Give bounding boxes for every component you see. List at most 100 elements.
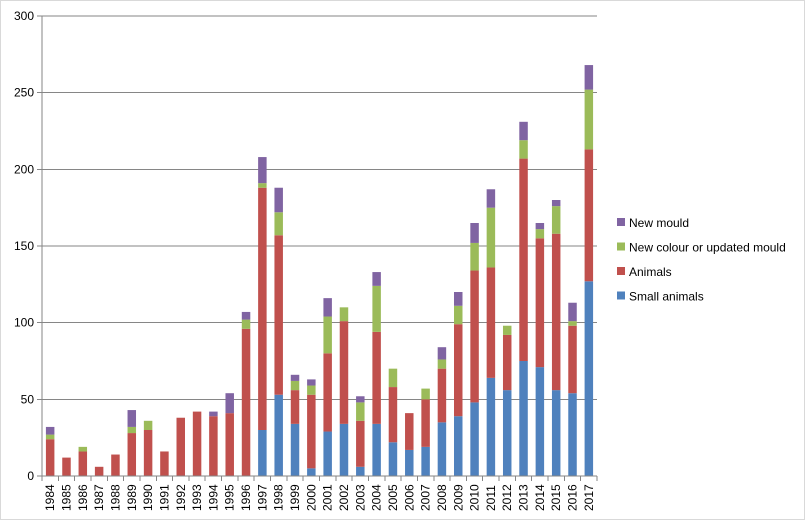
bar-segment-small-animals-2005 [388, 442, 398, 476]
x-tick-label: 1992 [174, 484, 188, 511]
bar-segment-new-mould-1999 [290, 374, 300, 381]
bar-segment-small-animals-2003 [356, 466, 365, 476]
bar-segment-new-mould-2015 [551, 200, 561, 207]
bar-segment-small-animals-2014 [535, 367, 545, 476]
bars [45, 65, 594, 476]
bar-segment-small-animals-2010 [470, 402, 479, 476]
x-tick-label: 1994 [206, 484, 220, 511]
x-tick-label: 1991 [157, 484, 171, 511]
bar-segment-new-colour-or-updated-mould-2007 [421, 388, 430, 400]
bar-segment-animals-2010 [470, 270, 479, 403]
bar-segment-animals-2009 [454, 324, 463, 417]
bar-segment-animals-2017 [584, 149, 594, 282]
bar-segment-new-colour-or-updated-mould-1986 [78, 446, 88, 452]
bar-segment-animals-2013 [519, 158, 528, 361]
bar-segment-animals-2016 [568, 325, 577, 394]
bar-segment-new-colour-or-updated-mould-1997 [258, 183, 267, 188]
bar-segment-small-animals-2002 [339, 423, 349, 476]
bar-segment-animals-2004 [372, 331, 381, 424]
bar-segment-animals-1995 [225, 413, 234, 476]
x-tick-label: 1990 [141, 484, 155, 511]
legend-swatch [617, 267, 625, 275]
x-tick-label: 1989 [125, 484, 139, 511]
bar-segment-new-mould-1989 [127, 410, 137, 427]
legend-swatch [617, 291, 625, 300]
bar-segment-new-mould-2013 [519, 121, 528, 141]
x-tick-label: 1987 [92, 484, 106, 511]
x-tick-label: 2007 [419, 484, 433, 511]
x-tick-label: 2010 [468, 484, 482, 511]
bar-segment-new-colour-or-updated-mould-1999 [290, 380, 300, 391]
bar-segment-animals-1987 [94, 466, 104, 476]
bar-segment-new-mould-2017 [584, 65, 594, 90]
bar-segment-animals-1999 [290, 390, 300, 424]
x-tick-label: 1997 [255, 484, 269, 511]
bar-segment-new-colour-or-updated-mould-2014 [535, 229, 545, 239]
bar-segment-animals-2007 [421, 399, 430, 447]
bar-segment-small-animals-2004 [372, 423, 381, 476]
legend: New mould New colour or updated mould Anim… [617, 216, 786, 304]
x-tick-label: 2015 [549, 484, 563, 511]
bar-segment-new-colour-or-updated-mould-2003 [356, 402, 365, 421]
bar-segment-new-colour-or-updated-mould-2004 [372, 285, 381, 332]
legend-label: New colour or updated mould [629, 241, 786, 255]
gridlines [42, 15, 597, 400]
bar-segment-small-animals-1998 [274, 394, 283, 476]
bar-segment-new-mould-2000 [307, 379, 316, 386]
bar-segment-new-mould-1994 [209, 411, 218, 417]
bar-segment-animals-1994 [209, 416, 218, 476]
bar-segment-animals-1991 [160, 451, 169, 476]
bar-segment-animals-1988 [111, 454, 120, 476]
x-tick-label: 2008 [435, 484, 449, 511]
bar-segment-new-colour-or-updated-mould-2005 [388, 368, 398, 388]
bar-segment-small-animals-2012 [502, 390, 512, 476]
x-tick-label: 2017 [582, 484, 596, 511]
x-axis-ticks: 1984 1985 1986 1987 1988 1989 1990 1991 1992 1993… [41, 476, 598, 511]
legend-label: Animals [629, 265, 672, 279]
bar-segment-small-animals-2015 [551, 390, 561, 476]
bar-segment-animals-1989 [127, 433, 137, 476]
bar-segment-small-animals-2008 [437, 422, 447, 476]
bar-segment-new-colour-or-updated-mould-2010 [470, 242, 479, 271]
x-tick-label: 1985 [59, 484, 73, 511]
x-tick-label: 2003 [353, 484, 367, 511]
y-tick-label: 200 [14, 162, 34, 176]
x-tick-label: 1988 [108, 484, 122, 511]
bar-segment-small-animals-1999 [290, 423, 300, 476]
bar-segment-new-colour-or-updated-mould-2009 [454, 305, 463, 325]
x-tick-label: 2011 [484, 485, 498, 511]
bar-segment-new-colour-or-updated-mould-2000 [307, 385, 316, 395]
x-tick-label: 1986 [76, 484, 90, 511]
bar-segment-small-animals-1997 [258, 430, 267, 476]
bar-segment-animals-2003 [356, 420, 365, 467]
bar-segment-new-mould-2016 [568, 302, 577, 322]
x-tick-label: 2000 [304, 484, 318, 511]
y-tick-label: 250 [14, 86, 34, 100]
bar-segment-new-mould-1984 [45, 426, 55, 435]
bar-segment-new-colour-or-updated-mould-2002 [339, 307, 349, 322]
bar-segment-small-animals-2007 [421, 446, 430, 476]
bar-segment-small-animals-2009 [454, 416, 463, 476]
bar-segment-small-animals-2013 [519, 361, 528, 476]
bar-segment-animals-2005 [388, 387, 398, 443]
bar-segment-small-animals-2011 [486, 377, 496, 476]
x-tick-label: 2005 [386, 484, 400, 511]
y-tick-label: 150 [14, 239, 34, 253]
x-tick-label: 2004 [370, 484, 384, 511]
bar-segment-new-mould-1998 [274, 187, 283, 213]
bar-segment-new-colour-or-updated-mould-2013 [519, 140, 528, 159]
bar-segment-small-animals-2001 [323, 431, 332, 476]
bar-segment-new-mould-2003 [356, 396, 365, 403]
bar-segment-animals-1996 [241, 328, 251, 476]
x-tick-label: 2006 [402, 484, 416, 511]
bar-segment-new-colour-or-updated-mould-2001 [323, 316, 332, 354]
bar-segment-new-colour-or-updated-mould-2016 [568, 321, 577, 326]
bar-segment-new-colour-or-updated-mould-1990 [143, 420, 153, 430]
bar-segment-animals-2000 [307, 394, 316, 469]
x-tick-label: 2009 [451, 484, 465, 511]
bar-segment-new-mould-1996 [241, 311, 251, 320]
y-tick-label: 50 [21, 392, 35, 406]
bar-segment-animals-1992 [176, 417, 185, 476]
bar-segment-animals-2001 [323, 353, 332, 432]
